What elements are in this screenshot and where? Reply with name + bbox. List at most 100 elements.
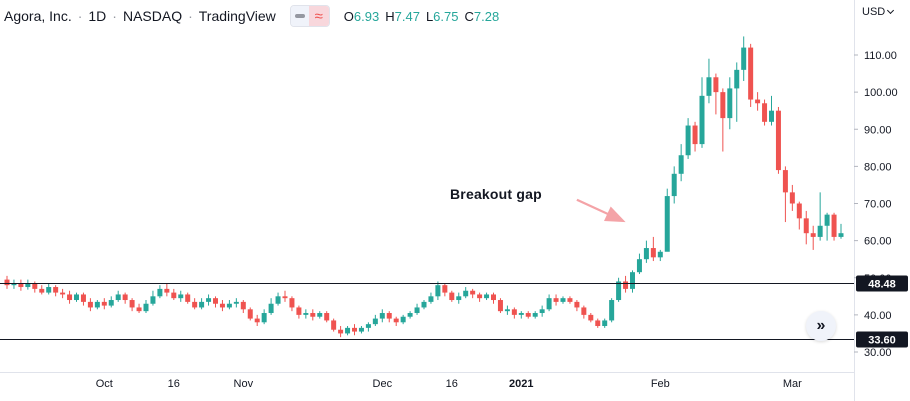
candle-body[interactable] <box>11 283 17 286</box>
candle-body[interactable] <box>636 259 642 273</box>
candle-body[interactable] <box>407 313 413 317</box>
candle-body[interactable] <box>838 233 844 237</box>
candle-body[interactable] <box>588 314 594 321</box>
candle-body[interactable] <box>372 318 378 325</box>
candle-body[interactable] <box>706 77 712 96</box>
candle-body[interactable] <box>643 248 649 260</box>
candle-body[interactable] <box>803 218 809 234</box>
breakout-gap-annotation[interactable]: Breakout gap <box>450 186 542 202</box>
visibility-toggle-icon[interactable] <box>290 6 309 26</box>
candle-body[interactable] <box>233 301 239 304</box>
candle-body[interactable] <box>741 47 747 70</box>
candle-body[interactable] <box>310 313 316 317</box>
candle-body[interactable] <box>289 298 295 308</box>
candle-body[interactable] <box>518 313 524 315</box>
candle-body[interactable] <box>226 303 232 308</box>
candle-body[interactable] <box>581 307 587 315</box>
candle-body[interactable] <box>789 192 795 204</box>
candle-body[interactable] <box>630 272 635 289</box>
annotation-arrow[interactable] <box>576 198 626 223</box>
candle-body[interactable] <box>32 283 38 289</box>
candle-body[interactable] <box>456 296 462 301</box>
candle-body[interactable] <box>442 285 448 293</box>
candle-body[interactable] <box>94 301 100 308</box>
candle-body[interactable] <box>136 307 142 312</box>
candle-body[interactable] <box>463 290 469 297</box>
candle-body[interactable] <box>650 248 656 258</box>
candle-body[interactable] <box>108 300 114 306</box>
candle-body[interactable] <box>685 125 691 156</box>
candle-body[interactable] <box>428 296 434 302</box>
candle-body[interactable] <box>352 327 357 332</box>
candle-body[interactable] <box>296 307 302 315</box>
currency-selector[interactable]: USD <box>862 6 895 18</box>
candle-body[interactable] <box>67 294 73 301</box>
candle-body[interactable] <box>386 313 392 319</box>
candle-body[interactable] <box>185 294 191 302</box>
candle-body[interactable] <box>470 290 476 295</box>
candle-body[interactable] <box>80 294 86 302</box>
candle-body[interactable] <box>324 313 330 321</box>
candle-body[interactable] <box>713 77 719 93</box>
candle-body[interactable] <box>122 294 128 301</box>
candle-body[interactable] <box>421 301 427 308</box>
candle-body[interactable] <box>692 125 698 145</box>
candle-body[interactable] <box>268 303 274 314</box>
candle-body[interactable] <box>53 287 59 293</box>
candle-body[interactable] <box>511 309 517 315</box>
candle-body[interactable] <box>664 196 670 252</box>
candle-body[interactable] <box>178 294 184 299</box>
candle-body[interactable] <box>101 301 107 306</box>
candle-body[interactable] <box>748 47 754 100</box>
candle-body[interactable] <box>46 287 52 293</box>
candle-body[interactable] <box>504 309 510 312</box>
candle-body[interactable] <box>317 313 323 317</box>
scroll-to-realtime-button[interactable]: » <box>806 311 836 341</box>
candle-body[interactable] <box>477 294 483 299</box>
candle-body[interactable] <box>25 283 31 288</box>
candle-body[interactable] <box>18 283 24 288</box>
candle-body[interactable] <box>414 307 420 314</box>
candle-body[interactable] <box>206 298 212 302</box>
candle-body[interactable] <box>755 99 761 104</box>
candle-body[interactable] <box>275 296 281 304</box>
candle-body[interactable] <box>213 298 218 304</box>
candle-body[interactable] <box>532 313 538 317</box>
candle-body[interactable] <box>727 88 733 119</box>
candle-body[interactable] <box>379 313 385 319</box>
candle-body[interactable] <box>810 233 816 237</box>
candle-body[interactable] <box>616 281 622 301</box>
candle-body[interactable] <box>199 301 205 308</box>
candle-body[interactable] <box>720 92 726 119</box>
candle-body[interactable] <box>491 294 496 301</box>
candle-body[interactable] <box>602 320 608 327</box>
candle-body[interactable] <box>449 292 455 301</box>
candle-body[interactable] <box>623 281 629 289</box>
candle-body[interactable] <box>539 309 545 314</box>
candle-body[interactable] <box>345 327 351 334</box>
candle-body[interactable] <box>74 294 79 301</box>
candle-body[interactable] <box>734 69 740 89</box>
candle-body[interactable] <box>400 316 406 323</box>
candle-body[interactable] <box>560 298 566 302</box>
candle-body[interactable] <box>762 103 768 122</box>
candle-body[interactable] <box>595 320 601 327</box>
candle-body[interactable] <box>609 300 615 321</box>
candle-body[interactable] <box>567 298 573 302</box>
candle-body[interactable] <box>824 214 830 226</box>
candle-body[interactable] <box>393 318 399 323</box>
candle-body[interactable] <box>553 298 559 302</box>
symbol-name[interactable]: Agora, Inc. <box>4 8 72 24</box>
candle-body[interactable] <box>282 296 288 299</box>
candle-body[interactable] <box>699 95 705 145</box>
candle-body[interactable] <box>60 292 66 295</box>
candle-body[interactable] <box>219 303 225 308</box>
interval-label[interactable]: 1D <box>88 8 107 24</box>
candle-body[interactable] <box>358 327 364 332</box>
candle-body[interactable] <box>254 318 260 323</box>
candle-body[interactable] <box>331 320 337 330</box>
candle-body[interactable] <box>671 173 677 197</box>
candle-body[interactable] <box>240 301 246 310</box>
candle-body[interactable] <box>817 225 823 237</box>
